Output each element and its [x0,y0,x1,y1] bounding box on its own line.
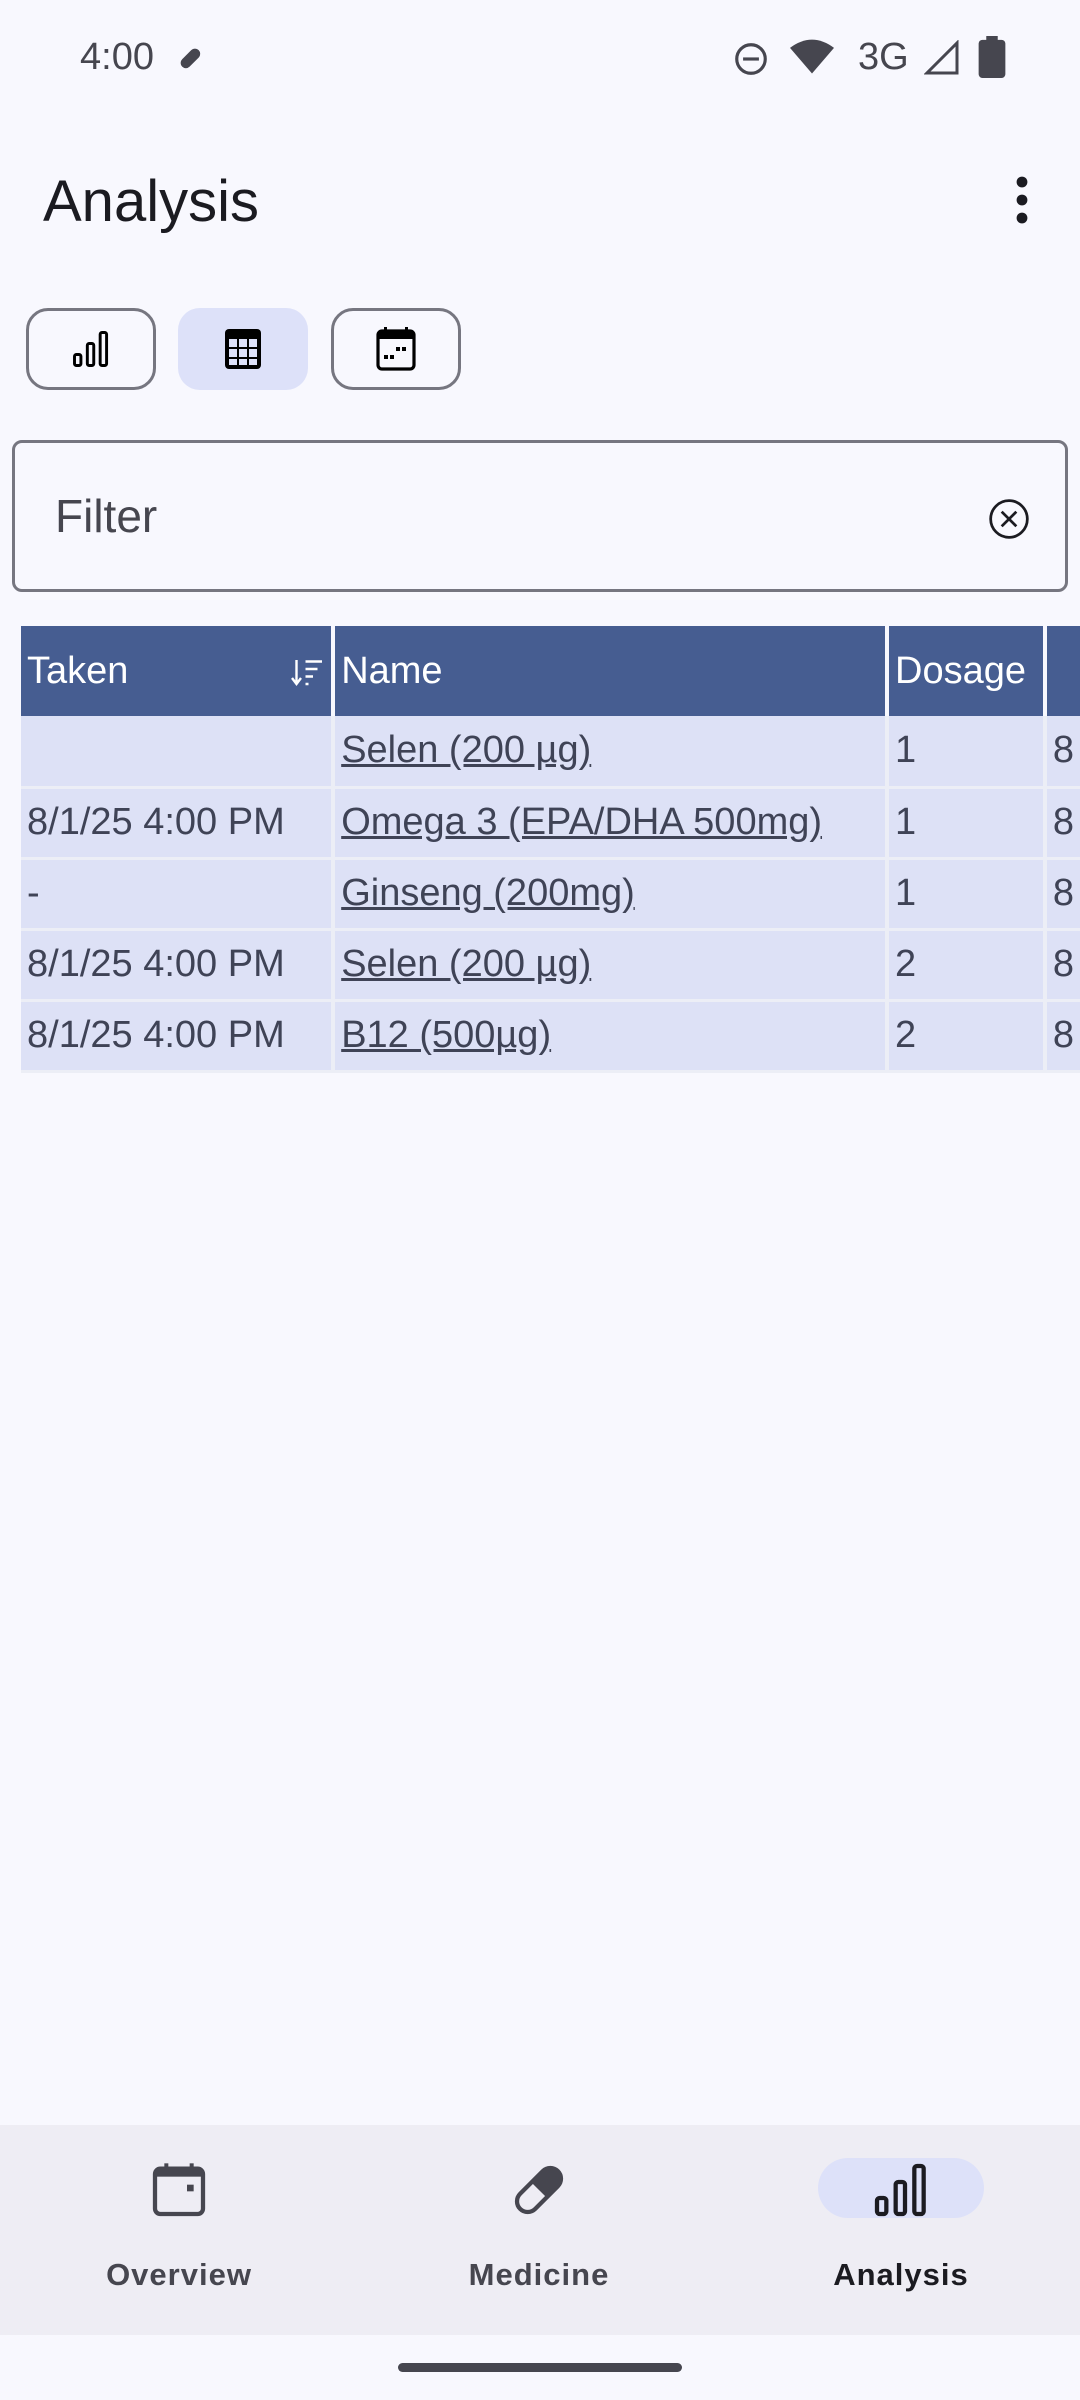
cell-name[interactable]: Selen (200 µg) [333,929,890,1002]
table-row[interactable]: - Ginseng (200mg) 1 8 [21,858,1080,931]
cell-next: 8 [1044,787,1080,860]
nav-label: Analysis [833,2257,969,2292]
pill-icon [514,2165,564,2215]
nav-medicine[interactable]: Medicine [389,2125,689,2335]
column-header-next[interactable] [1044,626,1080,716]
filter-placeholder: Filter [55,490,158,542]
cell-taken: 8/1/25 4:00 PM [21,787,336,860]
table-row[interactable]: Selen (200 µg) 1 8 [21,716,1080,789]
dnd-icon [735,43,767,75]
battery-icon [978,36,1006,78]
cell-taken: - [21,858,336,931]
wifi-icon [790,39,834,74]
pill-notification-icon [180,48,201,69]
calendar-icon [376,327,416,371]
clear-filter-icon[interactable] [987,497,1031,541]
table-icon [225,329,261,369]
chart-view-button[interactable] [26,308,156,390]
cell-next: 8 [1044,1000,1080,1073]
cell-taken [21,716,336,789]
table-view-button[interactable] [178,308,308,390]
bar-chart-icon [874,2163,926,2217]
table-row[interactable]: 8/1/25 4:00 PM B12 (500µg) 2 8 [21,1000,1080,1073]
column-header-name[interactable]: Name [333,626,890,716]
cell-next: 8 [1044,716,1080,789]
cell-name[interactable]: B12 (500µg) [333,1000,890,1073]
active-indicator [818,2158,984,2218]
cell-dosage: 1 [887,716,1047,789]
calendar-icon [152,2163,206,2217]
cell-taken: 8/1/25 4:00 PM [21,1000,336,1073]
cell-name[interactable]: Omega 3 (EPA/DHA 500mg) [333,787,890,860]
cell-next: 8 [1044,929,1080,1002]
column-header-taken[interactable]: Taken [21,626,336,716]
cell-dosage: 1 [887,787,1047,860]
table-header-row: Taken Name Dosage [21,626,1080,716]
more-options-icon[interactable] [1004,176,1040,224]
table-row[interactable]: 8/1/25 4:00 PM Selen (200 µg) 2 8 [21,929,1080,1002]
sort-descending-icon[interactable] [289,656,325,688]
signal-icon [924,40,959,75]
cell-dosage: 2 [887,929,1047,1002]
filter-input[interactable]: Filter [12,440,1068,592]
nav-label: Overview [106,2257,252,2292]
table-row[interactable]: 8/1/25 4:00 PM Omega 3 (EPA/DHA 500mg) 1 8 [21,787,1080,860]
nav-label: Medicine [468,2257,610,2292]
nav-overview[interactable]: Overview [29,2125,329,2335]
cell-name[interactable]: Selen (200 µg) [333,716,890,789]
column-header-dosage[interactable]: Dosage [887,626,1047,716]
network-type: 3G [858,36,909,78]
column-label: Taken [27,649,129,692]
cell-taken: 8/1/25 4:00 PM [21,929,336,1002]
page-title: Analysis [43,169,259,234]
bar-chart-icon [73,331,109,367]
gesture-bar[interactable] [398,2363,682,2372]
calendar-view-button[interactable] [331,308,461,390]
cell-dosage: 1 [887,858,1047,931]
medication-table: Taken Name Dosage Selen (200 µg) 1 8 8/1/25… [21,626,1080,1073]
status-time: 4:00 [80,36,154,78]
cell-dosage: 2 [887,1000,1047,1073]
bottom-navigation: Overview Medicine Analysis [0,2125,1080,2335]
cell-next: 8 [1044,858,1080,931]
cell-name[interactable]: Ginseng (200mg) [333,858,890,931]
nav-analysis[interactable]: Analysis [751,2125,1051,2335]
